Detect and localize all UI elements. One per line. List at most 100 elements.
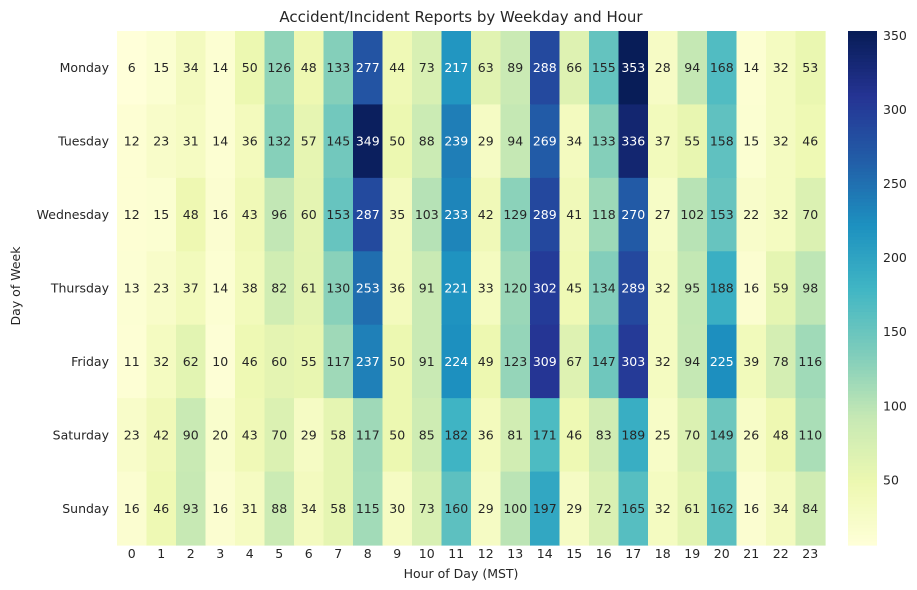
heatmap-cell (353, 471, 384, 546)
colorbar-segment (848, 500, 877, 505)
colorbar-segment (848, 390, 877, 395)
y-axis-label: Day of Week (8, 246, 23, 326)
heatmap-cell (323, 31, 354, 106)
heatmap-cell (500, 398, 531, 473)
colorbar-segment (848, 270, 877, 275)
colorbar-segment (848, 531, 877, 536)
cell-value-label: 32 (773, 60, 789, 75)
colorbar-segment (848, 414, 877, 419)
cell-value-label: 16 (212, 501, 228, 516)
cell-value-label: 33 (478, 281, 494, 296)
cell-value-label: 165 (621, 501, 645, 516)
heatmap-cell (589, 177, 620, 252)
colorbar-segment (848, 85, 877, 90)
heatmap-cell (323, 398, 354, 473)
colorbar-segment (848, 178, 877, 183)
heatmap-cell (117, 177, 148, 252)
heatmap-cell (353, 251, 384, 326)
colorbar-segment (848, 521, 877, 526)
cell-value-label: 37 (183, 281, 199, 296)
colorbar-segment (848, 301, 877, 306)
cell-value-label: 63 (478, 60, 494, 75)
cell-value-label: 73 (419, 501, 435, 516)
heatmap-cell (589, 324, 620, 399)
heatmap-cell (736, 471, 767, 546)
cell-value-label: 29 (301, 427, 317, 442)
x-tick-label: 11 (448, 546, 464, 561)
cell-value-label: 59 (773, 281, 789, 296)
cell-value-label: 120 (503, 281, 527, 296)
cell-value-label: 88 (271, 501, 287, 516)
colorbar-segment (848, 150, 877, 155)
cell-value-label: 129 (503, 207, 527, 222)
heatmap-cell (707, 251, 738, 326)
heatmap-cell (441, 471, 472, 546)
heatmap-cell (618, 177, 649, 252)
heatmap-cell (146, 104, 177, 179)
x-tick-label: 2 (187, 546, 195, 561)
heatmap-cell (353, 324, 384, 399)
heatmap-cell (589, 398, 620, 473)
cell-labels: 6 15 34 14 50 126 48 133 277 44 73 217 63 89 288 66 155 3… (124, 60, 822, 516)
colorbar-segment (848, 527, 877, 532)
cell-value-label: 31 (183, 134, 199, 149)
colorbar-segment (848, 359, 877, 364)
heatmap-cell (471, 31, 502, 106)
heatmap-cell (382, 251, 413, 326)
x-tick-label: 5 (275, 546, 283, 561)
heatmap-cell (471, 324, 502, 399)
cell-value-label: 100 (503, 501, 527, 516)
heatmap-cell (382, 104, 413, 179)
heatmap-cell (441, 31, 472, 106)
y-tick-label: Thursday (50, 281, 110, 296)
x-tick-label: 19 (684, 546, 700, 561)
heatmap-cell (589, 104, 620, 179)
cell-value-label: 253 (356, 281, 380, 296)
colorbar-segment (848, 174, 877, 179)
cell-value-label: 353 (621, 60, 645, 75)
cell-value-label: 34 (566, 134, 582, 149)
heatmap-cell (323, 471, 354, 546)
heatmap-cell (117, 31, 148, 106)
cell-value-label: 160 (444, 501, 468, 516)
x-tick-label: 10 (419, 546, 435, 561)
cell-value-label: 32 (773, 134, 789, 149)
heatmap-cell (559, 31, 590, 106)
colorbar-segment (848, 349, 877, 354)
cell-value-label: 147 (592, 354, 616, 369)
heatmap-cell (235, 31, 266, 106)
colorbar-segment (848, 267, 877, 272)
cell-value-label: 16 (212, 207, 228, 222)
colorbar-segment (848, 41, 877, 46)
cell-value-label: 85 (419, 427, 435, 442)
cell-value-label: 224 (444, 354, 468, 369)
heatmap-cell (559, 471, 590, 546)
colorbar-segment (848, 305, 877, 310)
cell-value-label: 303 (621, 354, 645, 369)
colorbar-segment (848, 185, 877, 190)
colorbar-segment (848, 233, 877, 238)
y-tick-label: Wednesday (37, 207, 110, 222)
heatmap-cell (294, 324, 325, 399)
colorbar-segment (848, 486, 877, 491)
heatmap-cell (294, 471, 325, 546)
colorbar-segment (848, 116, 877, 121)
cell-value-label: 49 (478, 354, 494, 369)
cell-value-label: 46 (242, 354, 258, 369)
colorbar-segment (848, 253, 877, 258)
colorbar-segment (848, 288, 877, 293)
x-tick-label: 18 (655, 546, 671, 561)
colorbar-segment (848, 541, 877, 546)
cell-value-label: 94 (684, 354, 700, 369)
colorbar-segment (848, 109, 877, 114)
cell-value-label: 36 (478, 427, 494, 442)
colorbar-tick-label: 150 (883, 324, 907, 339)
heatmap-cell (618, 471, 649, 546)
cell-value-label: 70 (802, 207, 818, 222)
cell-value-label: 15 (743, 134, 759, 149)
cell-value-label: 58 (330, 427, 346, 442)
heatmap-cell (471, 398, 502, 473)
cell-value-label: 61 (684, 501, 700, 516)
cell-value-label: 88 (419, 134, 435, 149)
cell-value-label: 62 (183, 354, 199, 369)
